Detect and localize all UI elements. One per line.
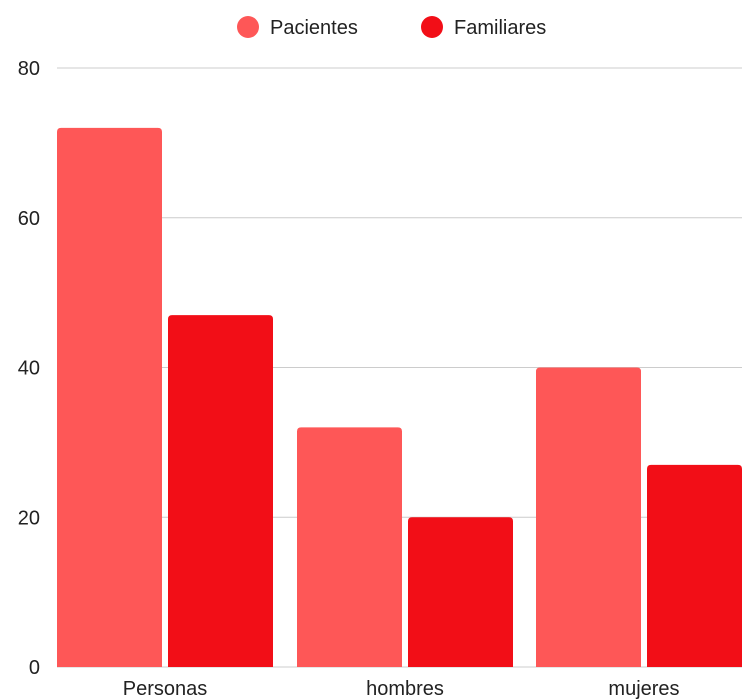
legend-marker-pacientes: [237, 16, 259, 38]
legend: Pacientes Familiares: [237, 16, 546, 39]
y-tick-label: 0: [29, 657, 40, 679]
bar-pacientes-hombres: [297, 427, 402, 667]
bar-familiares-hombres: [408, 517, 513, 667]
bar-pacientes-mujeres: [536, 367, 641, 667]
y-tick-label: 80: [18, 58, 40, 80]
x-category-label: hombres: [366, 678, 444, 699]
bar-familiares-mujeres: [647, 464, 742, 667]
y-axis-ticks: 0 20 40 60 80: [18, 58, 40, 679]
x-axis-labels: Personas hombres mujeres: [123, 678, 680, 699]
bar-pacientes-personas: [57, 127, 162, 667]
bars: [57, 127, 742, 667]
x-category-label: mujeres: [608, 678, 679, 699]
legend-label-familiares: Familiares: [454, 17, 546, 39]
legend-marker-familiares: [421, 16, 443, 38]
y-tick-label: 40: [18, 358, 40, 380]
x-category-label: Personas: [123, 678, 208, 699]
y-tick-label: 20: [18, 507, 40, 529]
y-tick-label: 60: [18, 208, 40, 230]
bar-familiares-personas: [168, 315, 273, 667]
legend-label-pacientes: Pacientes: [270, 17, 358, 39]
